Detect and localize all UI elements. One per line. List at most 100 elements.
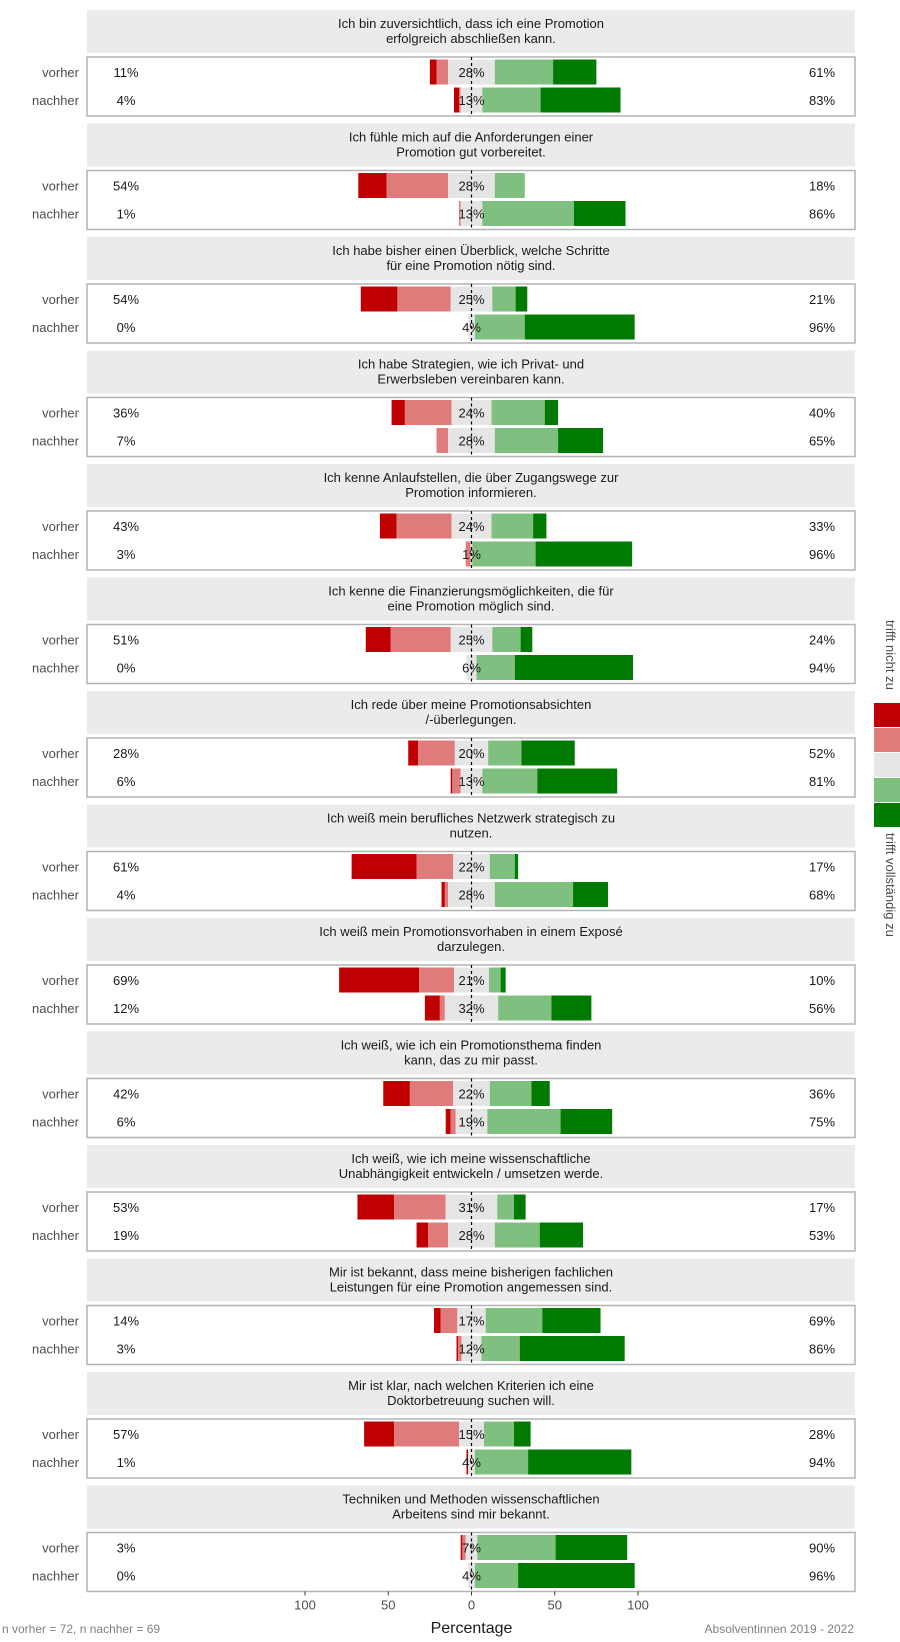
- pct-low-label: 4%: [117, 93, 136, 108]
- pct-neutral-label: 20%: [458, 746, 484, 761]
- bar-segment: [573, 882, 609, 907]
- pct-high-label: 52%: [809, 746, 835, 761]
- pct-low-label: 11%: [113, 65, 138, 80]
- panel-title: für eine Promotion nötig sind.: [386, 258, 555, 273]
- bar-segment: [459, 87, 461, 113]
- bar-segment: [429, 59, 437, 85]
- pct-neutral-label: 15%: [458, 1427, 484, 1442]
- bar-segment: [418, 740, 455, 766]
- bar-row: nachher 7% 28% 65%: [32, 428, 835, 453]
- pct-high-label: 90%: [809, 1541, 835, 1556]
- pct-neutral-label: 25%: [458, 292, 484, 307]
- x-tick-label: 50: [548, 1598, 562, 1613]
- row-label: vorher: [42, 179, 80, 194]
- bar-segment: [436, 59, 449, 85]
- panel: Ich weiß, wie ich meine wissenschaftlich…: [32, 1145, 856, 1252]
- pct-high-label: 61%: [809, 65, 835, 80]
- row-label: vorher: [42, 1087, 80, 1102]
- bar-segment: [482, 201, 574, 226]
- panel-title: kann, das zu mir passt.: [404, 1053, 538, 1068]
- pct-high-label: 65%: [809, 434, 835, 449]
- pct-low-label: 54%: [113, 292, 139, 307]
- bar-segment: [551, 995, 592, 1021]
- panel-title: Mir ist bekannt, dass meine bisherigen f…: [329, 1265, 613, 1280]
- pct-high-label: 18%: [809, 179, 835, 194]
- legend: trifft nicht zu trifft vollständig zu: [874, 620, 900, 937]
- bar-segment: [492, 627, 521, 652]
- bar-row: nachher 4% 28% 68%: [32, 882, 835, 907]
- bar-segment: [397, 286, 451, 312]
- bar-segment: [513, 1421, 531, 1447]
- panel-title: Promotion gut vorbereitet.: [396, 145, 546, 160]
- legend-label-top: trifft nicht zu: [883, 620, 898, 690]
- bar-segment: [491, 400, 545, 425]
- row-label: vorher: [42, 1427, 80, 1442]
- panel: Mir ist klar, nach welchen Kriterien ich…: [32, 1372, 856, 1479]
- row-label: nachher: [32, 1342, 80, 1357]
- x-axis-title: Percentage: [431, 1620, 513, 1637]
- pct-low-label: 43%: [113, 519, 139, 534]
- pct-neutral-label: 24%: [458, 519, 484, 534]
- row-label: nachher: [32, 774, 80, 789]
- pct-high-label: 40%: [809, 406, 835, 421]
- pct-low-label: 57%: [113, 1427, 139, 1442]
- bar-segment: [524, 314, 635, 340]
- panel: Ich bin zuversichtlich, dass ich eine Pr…: [32, 10, 856, 117]
- bar-segment: [445, 1109, 451, 1134]
- row-label: nachher: [32, 1569, 80, 1584]
- panel: Ich weiß, wie ich ein Promotionsthema fi…: [32, 1031, 856, 1139]
- bar-segment: [494, 59, 554, 85]
- pct-low-label: 0%: [117, 1569, 136, 1584]
- panel-title: Ich kenne Anlaufstellen, die über Zugang…: [324, 470, 620, 485]
- bar-segment: [360, 286, 398, 312]
- pct-low-label: 0%: [117, 661, 136, 676]
- pct-high-label: 75%: [809, 1115, 835, 1130]
- bar-segment: [531, 1081, 550, 1106]
- panel-title: Ich habe Strategien, wie ich Privat- und: [358, 357, 584, 372]
- panel-strip: [87, 1485, 855, 1529]
- panel-strip: [87, 1145, 855, 1188]
- bar-segment: [521, 740, 575, 766]
- x-tick-label: 0: [468, 1598, 475, 1613]
- panel-strip: [87, 1372, 855, 1415]
- bar-segment: [477, 1535, 556, 1560]
- panel-title: Ich weiß mein Promotionsvorhaben in eine…: [319, 924, 622, 939]
- pct-high-label: 86%: [809, 207, 835, 222]
- panel-title: eine Promotion möglich sind.: [388, 599, 555, 614]
- bar-segment: [519, 1336, 625, 1361]
- bar-segment: [450, 1109, 456, 1134]
- bar-segment: [497, 1194, 514, 1220]
- row-label: vorher: [42, 292, 80, 307]
- pct-high-label: 94%: [809, 661, 835, 676]
- bar-segment: [462, 1535, 466, 1560]
- pct-high-label: 24%: [809, 633, 835, 648]
- panel-strip: [87, 123, 855, 167]
- bar-segment: [416, 1222, 429, 1248]
- bar-segment: [494, 882, 574, 907]
- pct-high-label: 96%: [809, 547, 835, 562]
- legend-label-bottom: trifft vollständig zu: [883, 833, 898, 937]
- bar-segment: [454, 87, 460, 113]
- pct-high-label: 36%: [809, 1087, 835, 1102]
- pct-high-label: 81%: [809, 774, 835, 789]
- bar-segment: [542, 1308, 601, 1333]
- panel-title: Promotion informieren.: [405, 485, 537, 500]
- row-label: vorher: [42, 519, 80, 534]
- pct-high-label: 56%: [809, 1001, 835, 1016]
- row-label: vorher: [42, 65, 80, 80]
- pct-high-label: 53%: [809, 1228, 835, 1243]
- bar-row: nachher 6% 19% 75%: [32, 1109, 835, 1134]
- pct-low-label: 61%: [113, 860, 139, 875]
- pct-low-label: 4%: [117, 888, 136, 903]
- panel-title: Arbeitens sind mir bekannt.: [392, 1507, 550, 1522]
- bar-segment: [494, 173, 525, 198]
- pct-low-label: 36%: [113, 406, 139, 421]
- bar-segment: [489, 854, 515, 879]
- panel: Ich habe bisher einen Überblick, welche …: [32, 237, 856, 344]
- bar-segment: [474, 1563, 519, 1588]
- x-tick-label: 100: [294, 1598, 316, 1613]
- panel-title: Ich weiß, wie ich ein Promotionsthema fi…: [341, 1038, 602, 1053]
- pct-high-label: 96%: [809, 320, 835, 335]
- bar-segment: [474, 314, 525, 340]
